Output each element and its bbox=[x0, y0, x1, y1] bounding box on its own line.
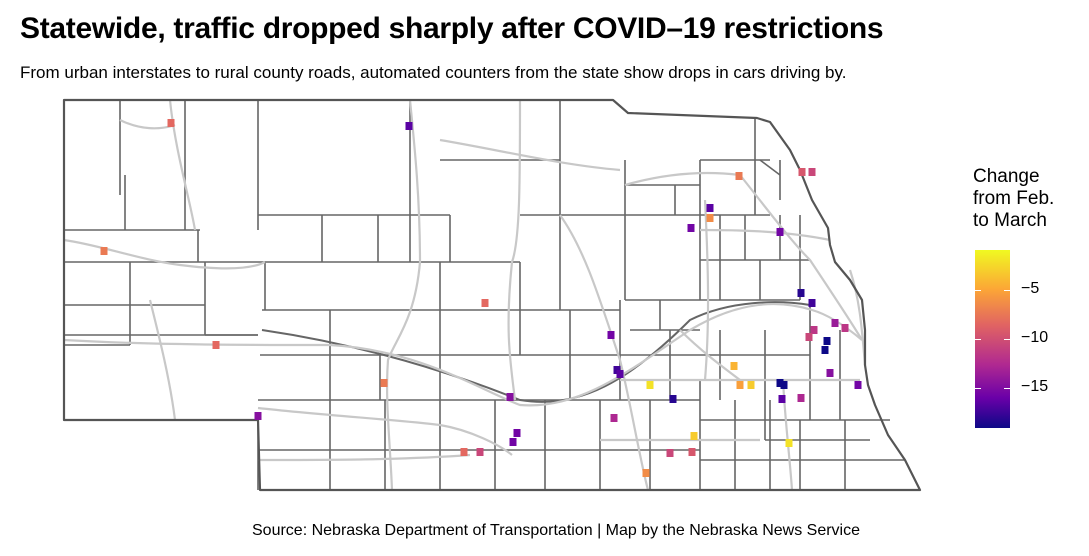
traffic-counter-point bbox=[706, 204, 714, 212]
traffic-counter-point bbox=[506, 393, 514, 401]
traffic-counter-point bbox=[805, 333, 813, 341]
traffic-counter-point bbox=[481, 299, 489, 307]
legend-title: Change from Feb. to March bbox=[973, 166, 1054, 232]
traffic-counter-point bbox=[460, 448, 468, 456]
traffic-counter-point bbox=[778, 395, 786, 403]
traffic-counter-point bbox=[747, 381, 755, 389]
traffic-counter-point bbox=[405, 122, 413, 130]
traffic-counter-point bbox=[688, 448, 696, 456]
traffic-counter-point bbox=[735, 172, 743, 180]
county-border bbox=[759, 159, 781, 176]
highway-line bbox=[148, 299, 177, 421]
highway-line bbox=[559, 214, 650, 491]
highway-line bbox=[507, 99, 522, 401]
highway-line bbox=[703, 199, 710, 381]
river-line bbox=[261, 301, 811, 403]
traffic-counter-point bbox=[808, 299, 816, 307]
traffic-counter-point bbox=[212, 341, 220, 349]
traffic-counter-point bbox=[616, 370, 624, 378]
traffic-counter-point bbox=[687, 224, 695, 232]
state-outline bbox=[62, 98, 922, 492]
highway-line bbox=[119, 119, 176, 130]
traffic-counter-point bbox=[706, 214, 714, 222]
highway-line bbox=[168, 99, 197, 231]
highway-line bbox=[385, 99, 422, 491]
traffic-counter-point bbox=[509, 438, 517, 446]
chart-subtitle: From urban interstates to rural county r… bbox=[20, 63, 847, 82]
highway-line bbox=[781, 379, 794, 491]
traffic-counter-point bbox=[736, 381, 744, 389]
legend-tick-mark bbox=[1004, 388, 1010, 390]
traffic-counter-point bbox=[167, 119, 175, 127]
legend-tick-mark bbox=[1004, 289, 1010, 291]
legend-tick-label: −5 bbox=[1021, 279, 1040, 297]
traffic-counter-point bbox=[826, 369, 834, 377]
legend-title-line-1: Change bbox=[973, 166, 1040, 187]
traffic-counter-point bbox=[254, 412, 262, 420]
traffic-counter-point bbox=[821, 346, 829, 354]
highway-line bbox=[257, 406, 513, 456]
chart-title: Statewide, traffic dropped sharply after… bbox=[20, 12, 884, 45]
traffic-counter-point bbox=[669, 395, 677, 403]
traffic-counter-point bbox=[780, 381, 788, 389]
traffic-counter-point bbox=[797, 394, 805, 402]
traffic-counter-point bbox=[798, 168, 806, 176]
traffic-counter-point bbox=[776, 379, 784, 387]
legend-tick-mark bbox=[975, 339, 981, 340]
traffic-counter-points bbox=[100, 119, 862, 477]
traffic-counter-point bbox=[841, 324, 849, 332]
highway-line bbox=[624, 171, 741, 187]
highway-line bbox=[63, 238, 266, 270]
legend-tick-mark bbox=[1004, 339, 1010, 340]
traffic-counter-point bbox=[513, 429, 521, 437]
traffic-counter-point bbox=[380, 379, 388, 387]
traffic-counter-point bbox=[797, 289, 805, 297]
highway-line bbox=[699, 228, 831, 242]
legend-tick-label: −10 bbox=[1021, 329, 1049, 346]
legend-tick-mark bbox=[975, 289, 981, 291]
county-boundaries bbox=[64, 100, 905, 490]
traffic-counter-point bbox=[831, 319, 839, 327]
legend-title-line-3: to March bbox=[973, 210, 1047, 231]
traffic-counter-point bbox=[690, 432, 698, 440]
highway-line bbox=[739, 174, 863, 341]
traffic-counter-point bbox=[642, 469, 650, 477]
traffic-counter-point bbox=[823, 337, 831, 345]
traffic-counter-point bbox=[785, 439, 793, 447]
traffic-counter-point bbox=[100, 247, 108, 255]
traffic-counter-point bbox=[610, 414, 618, 422]
traffic-counter-point bbox=[810, 326, 818, 334]
traffic-counter-point bbox=[666, 449, 674, 457]
legend-tick-mark bbox=[975, 388, 981, 390]
highway-line bbox=[63, 302, 863, 407]
traffic-counter-point bbox=[646, 381, 654, 389]
source-note: Source: Nebraska Department of Transport… bbox=[252, 522, 860, 539]
highway-network bbox=[63, 99, 867, 491]
legend-title-line-2: from Feb. bbox=[973, 188, 1055, 209]
traffic-counter-point bbox=[808, 168, 816, 176]
highway-line bbox=[257, 453, 471, 462]
traffic-counter-point bbox=[476, 448, 484, 456]
traffic-counter-point bbox=[854, 381, 862, 389]
traffic-counter-point bbox=[730, 362, 738, 370]
traffic-counter-point bbox=[607, 331, 615, 339]
highway-line bbox=[679, 329, 741, 381]
highway-line bbox=[439, 138, 621, 172]
legend-tick-label: −15 bbox=[1021, 378, 1049, 396]
traffic-counter-point bbox=[776, 228, 784, 236]
